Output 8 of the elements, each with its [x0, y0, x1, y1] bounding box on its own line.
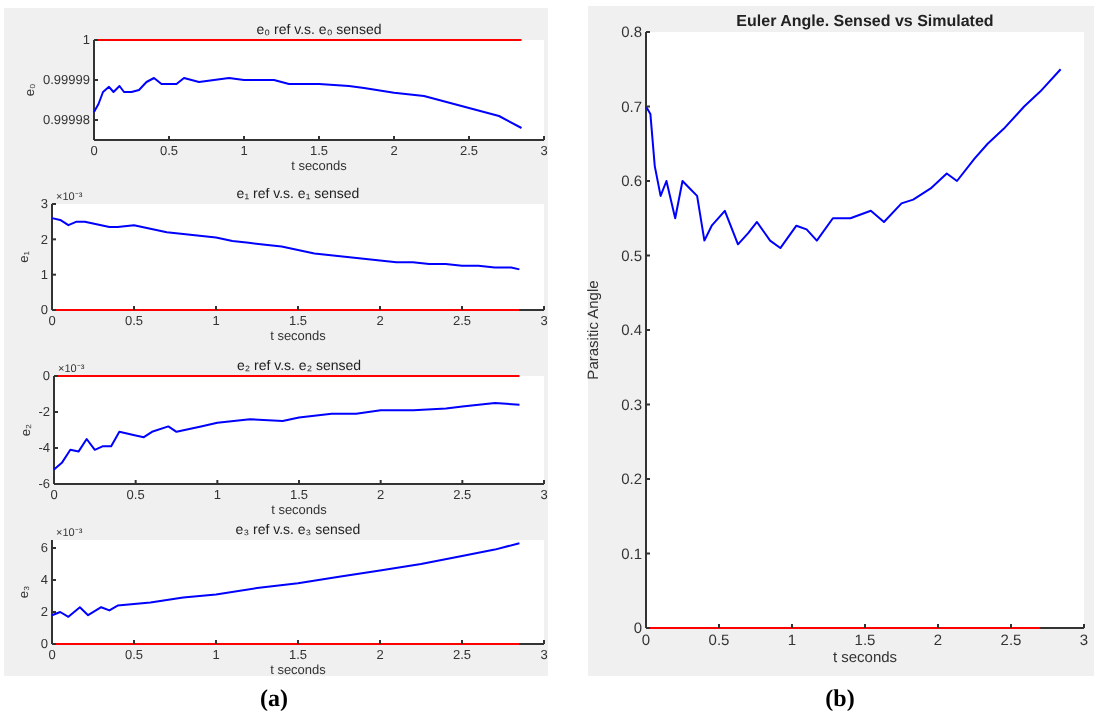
line-series	[93, 77, 523, 129]
line-series	[51, 542, 521, 618]
line-series	[51, 217, 521, 271]
line-series	[53, 402, 521, 471]
text: (a)	[260, 684, 288, 712]
chart-title: Euler Angle. Sensed vs Simulated	[736, 12, 994, 30]
text: (b)	[825, 684, 855, 712]
line-series	[645, 68, 1062, 250]
